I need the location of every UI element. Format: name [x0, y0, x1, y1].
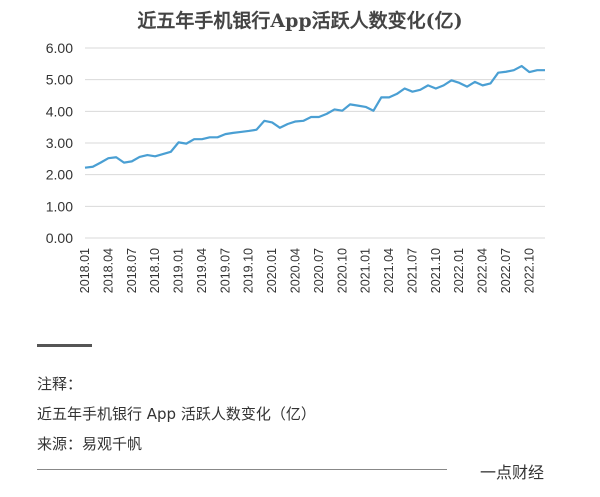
series-line	[84, 64, 545, 169]
note-label: 注释：	[37, 375, 83, 393]
y-axis-ticks: 0.00 1.00 2.00 3.00 4.00 5.00 6.00	[46, 40, 73, 246]
x-tick-label: 2019.07	[218, 248, 232, 293]
note-divider-short	[37, 344, 92, 347]
x-tick-label: 2019.10	[242, 248, 256, 293]
y-tick-label: 3.00	[46, 135, 73, 151]
y-tick-label: 0.00	[46, 230, 73, 246]
y-tick-label: 6.00	[46, 40, 73, 56]
x-tick-label: 2020.04	[289, 248, 303, 293]
x-tick-label: 2021.07	[405, 248, 419, 293]
y-tick-label: 4.00	[46, 103, 73, 119]
x-tick-label: 2018.10	[148, 248, 162, 293]
y-tick-label: 1.00	[46, 198, 73, 214]
x-tick-label: 2019.04	[195, 248, 209, 293]
x-tick-label: 2022.04	[476, 248, 490, 293]
x-tick-label: 2020.07	[312, 248, 326, 293]
x-tick-label: 2021.01	[359, 248, 373, 293]
x-tick-label: 2020.10	[335, 248, 349, 293]
x-tick-label: 2022.07	[499, 248, 513, 293]
x-tick-label: 2018.04	[101, 248, 115, 293]
x-tick-label: 2018.01	[78, 248, 92, 293]
x-tick-label: 2021.04	[382, 248, 396, 293]
source-text: 来源：易观千帆	[37, 435, 143, 453]
x-axis-ticks: 2018.01 2018.04 2018.07 2018.10 2019.01 2019.…	[78, 248, 536, 293]
x-tick-label: 2019.01	[172, 248, 186, 293]
brand-name: 一点财经	[480, 463, 545, 482]
x-tick-label: 2018.07	[125, 248, 139, 293]
x-tick-label: 2021.10	[429, 248, 443, 293]
line-chart: 0.001.002.003.004.005.006.00 2018.01 2018…	[46, 40, 545, 293]
note-text: 近五年手机银行 App 活跃人数变化（亿）	[37, 405, 316, 423]
y-tick-label: 5.00	[46, 72, 73, 88]
series-lines	[84, 64, 545, 169]
x-tick-label: 2022.10	[522, 248, 536, 293]
grid-lines	[85, 47, 545, 239]
chart-title: 近五年手机银行App活跃人数变化(亿)	[137, 10, 463, 32]
footer-divider	[37, 469, 447, 470]
x-tick-label: 2022.01	[452, 248, 466, 293]
x-tick-label: 2020.01	[265, 248, 279, 293]
y-tick-label: 2.00	[46, 167, 73, 183]
